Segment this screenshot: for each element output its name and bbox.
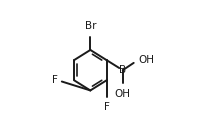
Text: OH: OH <box>115 89 131 99</box>
Text: B: B <box>119 65 126 75</box>
Text: F: F <box>104 102 109 112</box>
Text: OH: OH <box>138 55 154 65</box>
Text: F: F <box>51 75 57 85</box>
Text: Br: Br <box>85 21 96 31</box>
